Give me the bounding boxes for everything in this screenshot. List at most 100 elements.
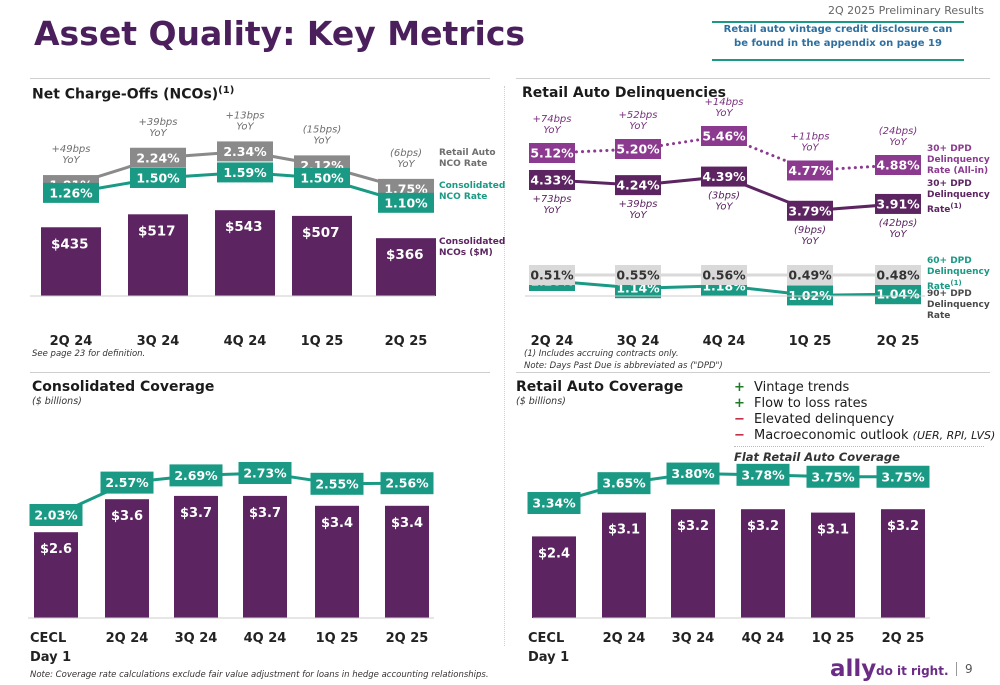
- delinq-30dpd-all-in-yoy-1-line2: YoY: [629, 121, 647, 132]
- delinq-30dpd-all-in-yoy-4-line1: (24bps): [879, 126, 917, 137]
- delinq-90dpd-2-box: [701, 265, 747, 285]
- nco-title-superscript: (1): [218, 85, 235, 96]
- cons-cov-x-label-2: 3Q 24: [175, 631, 218, 646]
- legend-retail-nco-line1: Retail Auto: [439, 148, 496, 158]
- legend-60dpd-line3: Rate(1): [927, 278, 990, 293]
- cons-cov-rate-3-box: [238, 462, 292, 484]
- delinq-30dpd-all-in-3-box: [787, 160, 833, 181]
- legend-retail-nco-line2: NCO Rate: [439, 159, 488, 169]
- retail-cov-rate-0-box: [527, 492, 581, 514]
- delinq-30dpd-yoy-1-line1: +39bps: [618, 199, 657, 210]
- retail-coverage-drivers: + Vintage trends + Flow to loss rates − Eleva…: [734, 380, 995, 444]
- retail-cov-bar-label-2: $3.2: [677, 519, 709, 534]
- delinq-60dpd-4-label: 1.04%: [876, 287, 920, 302]
- legend-cons-ncos-line2: NCOs ($M): [439, 248, 493, 258]
- coverage-footnote: Note: Coverage rate calculations exclude…: [30, 670, 489, 680]
- nco-x-label-0: 2Q 24: [50, 334, 93, 349]
- delinq-30dpd-3-label: 3.79%: [788, 203, 832, 218]
- nco-cons-rate-4-box: [378, 192, 434, 213]
- retail-cov-bar-label-1: $3.1: [608, 523, 640, 538]
- legend-30dpd-line3: Rate(1): [927, 201, 990, 216]
- nco-retail-rate-1-box: [130, 147, 186, 168]
- page-number: 9: [956, 662, 973, 676]
- delinq-30dpd-4-box: [875, 193, 921, 214]
- retail-cov-bar-3: [741, 509, 785, 618]
- cons-cov-rate-1-box: [100, 471, 154, 494]
- delinq-30dpd-1-label: 4.24%: [616, 178, 660, 193]
- callout-line-2: be found in the appendix on page 19: [734, 38, 942, 49]
- delinq-x-label-0: 2Q 24: [531, 334, 574, 349]
- plus-icon: +: [734, 396, 745, 411]
- retail-cov-bar-2: [671, 509, 715, 618]
- delinq-30dpd-all-in-yoy-1-line1: +52bps: [618, 110, 657, 121]
- retail-cov-panel-title: Retail Auto Coverage: [516, 379, 684, 395]
- callout-line-1: Retail auto vintage credit disclosure ca…: [723, 24, 953, 35]
- cons-cov-rate-5-label: 2.56%: [385, 476, 429, 491]
- cons-cov-bar-4: [315, 505, 359, 618]
- driver-text-2: Elevated delinquency: [754, 412, 895, 427]
- nco-bar-1: [128, 214, 188, 296]
- retail-cov-x-label-2: 3Q 24: [672, 631, 715, 646]
- legend-30dpd-sup: (1): [950, 202, 962, 210]
- nco-cons-rate-1-label: 1.50%: [136, 171, 180, 186]
- retail-cov-rate-4-box: [806, 465, 860, 488]
- legend-30dpd-line2: Delinquency: [927, 190, 990, 200]
- nco-retail-yoy-0-line2: YoY: [62, 155, 80, 166]
- delinq-30dpd-all-in-yoy-0-line1: +74bps: [532, 114, 571, 125]
- cons-cov-bar-label-0: $2.6: [40, 542, 72, 557]
- delinq-30dpd-yoy-2-line1: (3bps): [708, 191, 740, 202]
- cons-cov-x-label-3: 4Q 24: [244, 631, 287, 646]
- legend-cons-ncos-line1: Consolidated: [439, 237, 506, 247]
- cons-cov-x-label-5: 2Q 25: [386, 631, 429, 646]
- legend-60dpd: 60+ DPD Delinquency Rate(1): [927, 256, 990, 293]
- cons-cov-rate-4-box: [310, 472, 364, 495]
- delinq-30dpd-all-in-yoy-0-line2: YoY: [543, 125, 561, 136]
- delinq-30dpd-all-in-yoy-3-line1: +11bps: [790, 132, 829, 143]
- cons-cov-bar-0: [34, 532, 78, 618]
- driver-item-2: − Elevated delinquency: [734, 412, 995, 428]
- delinq-90dpd-4-box: [875, 265, 921, 285]
- retail-cov-rate-5-label: 3.75%: [881, 469, 925, 484]
- page-title: Asset Quality: Key Metrics: [34, 14, 526, 53]
- retail-cov-bar-0: [532, 536, 576, 618]
- legend-90dpd-line2: Delinquency: [927, 300, 990, 310]
- retail-cov-rate-2-label: 3.80%: [671, 466, 715, 481]
- nco-retail-rate-2-box: [217, 141, 273, 162]
- delinq-30dpd-4-label: 3.91%: [876, 196, 920, 211]
- nco-cons-rate-3-box: [294, 168, 350, 188]
- nco-retail-rate-1-label: 2.24%: [136, 150, 180, 165]
- cons-cov-x-label-4: 1Q 25: [316, 631, 359, 646]
- legend-30dpd-all-in-line2: Delinquency: [927, 155, 990, 165]
- driver-text-3: Macroeconomic outlook: [754, 428, 913, 443]
- nco-cons-rate-4-label: 1.10%: [384, 195, 428, 210]
- delinq-x-label-1: 3Q 24: [617, 334, 660, 349]
- delinq-30dpd-all-in-2-label: 5.46%: [702, 129, 746, 144]
- nco-chart: $435$517$543$507$3661.81%+49bpsYoY2.24%+…: [30, 110, 436, 349]
- legend-cons-ncos: Consolidated NCOs ($M): [439, 237, 505, 259]
- delinq-30dpd-all-in-yoy-3-line2: YoY: [801, 143, 819, 154]
- delinq-90dpd-1-label: 0.55%: [616, 268, 660, 283]
- delinq-30dpd-yoy-0-line1: +73bps: [532, 194, 571, 205]
- retail-cov-bar-4: [811, 512, 855, 618]
- delinq-90dpd-3-box: [787, 265, 833, 285]
- delinq-30dpd-all-in-2-box: [701, 126, 747, 146]
- driver-item-1: + Flow to loss rates: [734, 396, 995, 412]
- legend-60dpd-line3-text: Rate: [927, 282, 951, 292]
- legend-60dpd-line2: Delinquency: [927, 267, 990, 277]
- ally-tagline: do it right.: [876, 664, 949, 678]
- cons-cov-rate-4-label: 2.55%: [315, 476, 359, 491]
- driver-text-0: Vintage trends: [754, 380, 850, 395]
- delinq-60dpd-3-label: 1.02%: [788, 288, 832, 303]
- cons-cov-rate-1-label: 2.57%: [105, 475, 149, 490]
- cons-cov-bar-2: [174, 495, 218, 618]
- delinq-30dpd-all-in-1-label: 5.20%: [616, 142, 660, 157]
- delinq-30dpd-0-box: [529, 170, 575, 190]
- nco-bar-label-2: $543: [225, 219, 263, 235]
- retail-cov-rate-1-label: 3.65%: [602, 476, 646, 491]
- retail-coverage-chart: $2.4 $3.1 $3.2 $3.2 $3.1 $3.2 3.34% 3.65% 3.80% 3…: [527, 462, 930, 665]
- legend-cons-nco-line2: NCO Rate: [439, 192, 488, 202]
- cons-cov-rate-0-box: [29, 504, 83, 526]
- legend-cons-nco-line1: Consolidated: [439, 181, 506, 191]
- nco-footnote: See page 23 for definition.: [32, 349, 146, 359]
- retail-cov-x-label-3: 4Q 24: [742, 631, 785, 646]
